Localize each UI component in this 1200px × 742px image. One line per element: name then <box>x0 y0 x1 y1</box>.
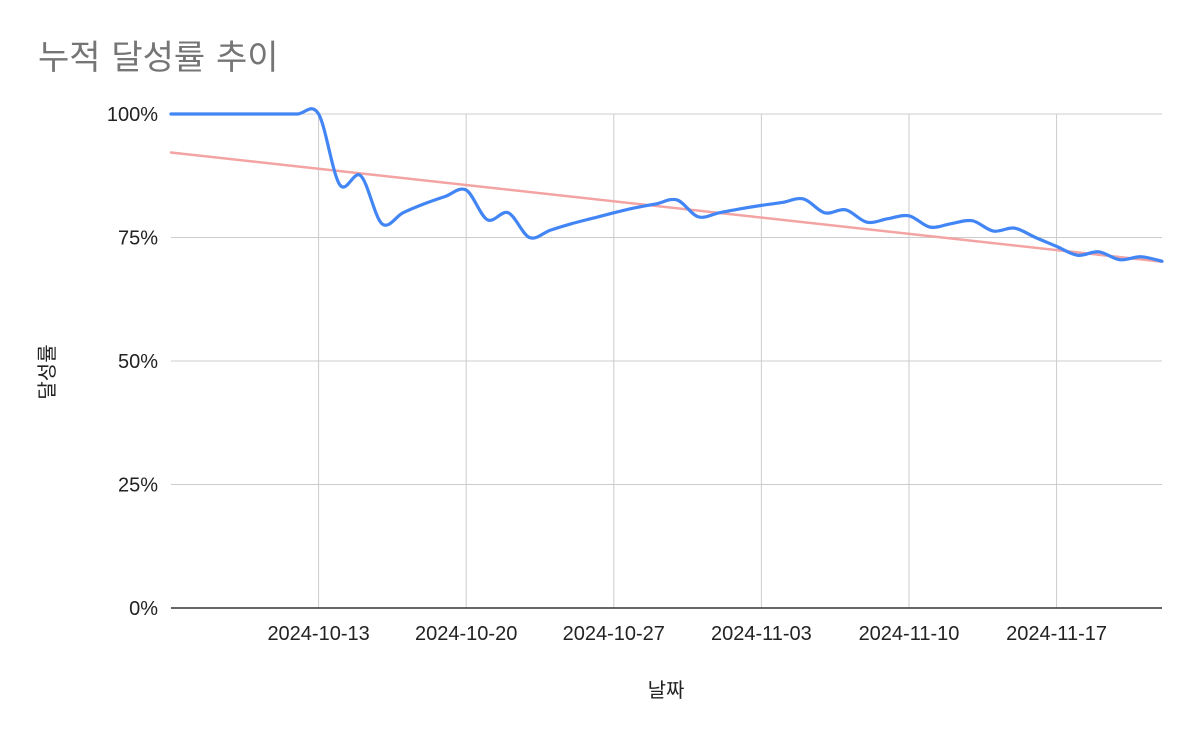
x-tick-label: 2024-11-10 <box>859 623 960 645</box>
x-tick-label: 2024-10-27 <box>563 623 665 645</box>
y-axis-label: 달성률 <box>35 344 59 399</box>
x-tick-label: 2024-11-03 <box>711 623 812 645</box>
trendline <box>169 151 1164 263</box>
y-tick-label: 75% <box>118 228 158 250</box>
grid-lines <box>171 113 1162 608</box>
y-tick-label: 50% <box>118 351 158 373</box>
y-tick-label: 25% <box>118 475 158 497</box>
x-tick-label: 2024-11-17 <box>1006 623 1107 645</box>
x-tick-label: 2024-10-13 <box>267 623 369 645</box>
x-tick-label: 2024-10-20 <box>415 623 517 645</box>
chart-title: 누적 달성률 추이 <box>38 38 279 78</box>
y-tick-label: 0% <box>129 598 158 620</box>
y-tick-label: 100% <box>107 104 158 126</box>
series-line <box>169 107 1164 263</box>
axes: 0% 25% 50% 75% 100% 2024-10-13 2024-10-20 2024-… <box>107 104 1162 645</box>
x-axis-label: 날짜 <box>648 678 685 702</box>
series-lines <box>169 107 1164 263</box>
